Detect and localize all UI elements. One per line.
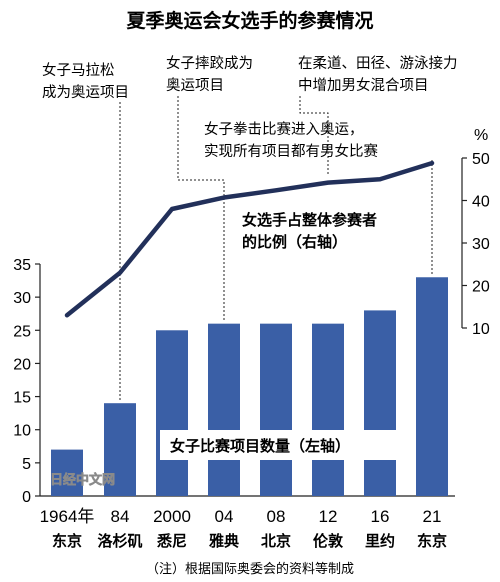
- left-axis-tick-label: 20: [13, 356, 31, 373]
- x-tick-city: 北京: [261, 532, 291, 550]
- watermark: 日经中文网: [50, 472, 115, 488]
- x-tick-city: 东京: [52, 532, 82, 550]
- x-tick-city: 里约: [365, 532, 395, 550]
- right-axis-tick-label: 40: [472, 194, 490, 211]
- leader-mixed: [299, 96, 329, 175]
- annotation-wrestling-line2: 奥运项目: [166, 77, 224, 94]
- bar: [156, 330, 188, 496]
- annotation-mixed-line2: 中增加男女混合项目: [298, 76, 429, 94]
- series-line: [64, 160, 435, 318]
- left-axis-tick-label: 5: [22, 456, 31, 473]
- line-series-label-2: 的比例（右轴）: [242, 233, 347, 251]
- x-tick-label: 08: [267, 507, 286, 526]
- bar-label-background: [160, 430, 396, 460]
- x-tick-city: 洛杉矶: [97, 532, 142, 550]
- x-tick-label: 2000: [153, 507, 191, 526]
- left-axis-tick-label: 0: [22, 489, 31, 506]
- bar: [51, 449, 83, 496]
- annotation-boxing-line1: 女子拳击比赛进入奥运，: [204, 120, 364, 138]
- x-tick-city: 伦敦: [313, 532, 344, 550]
- left-axis-tick-label: 30: [13, 290, 31, 307]
- bar: [312, 323, 344, 496]
- annotation-marathon-line2: 成为奥运项目: [42, 84, 129, 101]
- x-tick-city: 雅典: [208, 532, 239, 550]
- chart-title: 夏季奥运会女选手的参赛情况: [126, 9, 373, 32]
- x-tick-label: 1964年: [40, 507, 95, 526]
- leader-wrestling: [177, 96, 225, 322]
- x-tick-city: 东京: [417, 532, 447, 550]
- right-axis-tick-label: 50: [472, 151, 490, 168]
- source-note: （注）根据国际奥委会的资料等制成: [146, 561, 354, 577]
- x-tick-city: 悉尼: [156, 532, 187, 550]
- annotation-marathon-line1: 女子马拉松: [42, 61, 115, 79]
- line-layer: [64, 160, 435, 318]
- x-tick-label: 21: [423, 507, 442, 526]
- bar: [260, 323, 292, 496]
- right-axis-tick-label: 30: [472, 236, 490, 253]
- right-axis-tick-label: 10: [472, 321, 490, 338]
- annotation-mixed-line1: 在柔道、田径、游泳接力: [298, 55, 458, 72]
- left-axis-tick-label: 35: [13, 257, 31, 274]
- x-tick-label: 04: [215, 507, 234, 526]
- line-series-label-1: 女选手占整体参赛者: [242, 211, 377, 229]
- right-axis-tick-label: 20: [472, 279, 490, 296]
- annotation-boxing-line2: 实现所有项目都有男女比赛: [204, 142, 378, 160]
- right-axis-unit: %: [474, 127, 488, 144]
- bar: [208, 323, 240, 496]
- x-tick-label: 84: [111, 507, 130, 526]
- annotation-wrestling-line1: 女子摔跤成为: [166, 54, 253, 72]
- bar: [364, 310, 396, 496]
- bar-series-label: 女子比赛项目数量（左轴）: [170, 437, 350, 455]
- bar: [104, 403, 136, 496]
- x-tick-label: 12: [319, 507, 338, 526]
- bar: [416, 277, 448, 496]
- x-tick-label: 16: [371, 507, 390, 526]
- left-axis-tick-label: 15: [13, 390, 31, 407]
- bars-layer: [51, 277, 448, 496]
- left-axis-tick-label: 25: [13, 323, 31, 340]
- left-axis-tick-label: 10: [13, 423, 31, 440]
- annotation-leaders: [119, 96, 433, 402]
